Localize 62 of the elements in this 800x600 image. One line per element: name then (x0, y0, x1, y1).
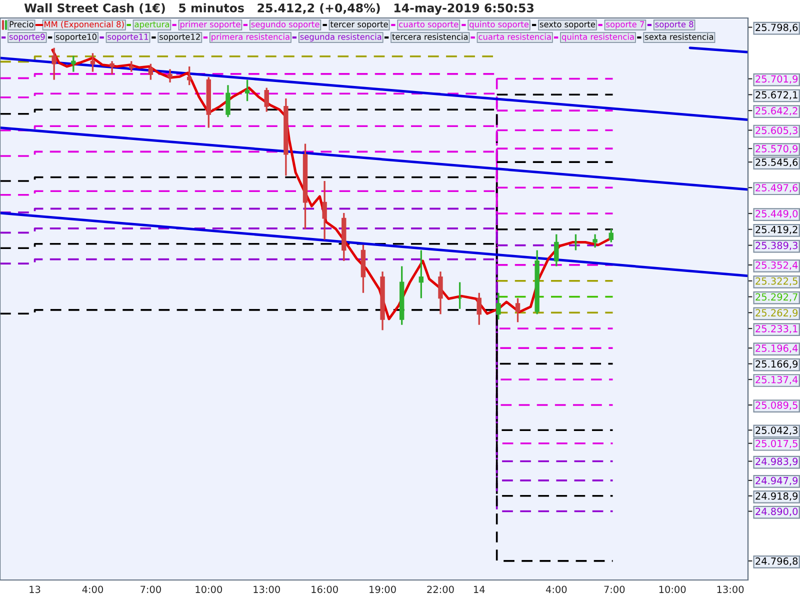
legend-label: soporte 7 (606, 21, 644, 29)
y-tick-label: 25.419,2 (756, 226, 798, 234)
x-tick-label: 4:00 (82, 586, 104, 594)
legend-label: soporte12 (160, 34, 200, 42)
legend-label: quinto soporte (470, 21, 529, 29)
y-tick-label: 25.672,1 (756, 91, 798, 100)
x-tick-label: 19:00 (370, 586, 396, 594)
y-tick-label: 25.233,1 (756, 324, 798, 334)
x-tick-label: 16:00 (312, 586, 338, 594)
y-tick-label: 25.352,4 (756, 261, 798, 270)
legend-label: segundo soporte (251, 21, 320, 29)
y-tick-label: 25.642,2 (756, 107, 798, 116)
y-tick-label: 25.262,9 (756, 309, 798, 318)
legend-label: sexto soporte (540, 22, 596, 29)
legend-label: quinta resistencia (562, 34, 634, 42)
y-tick-label: 25.166,9 (756, 360, 798, 369)
x-tick-label: 14 (474, 586, 485, 593)
y-tick-label: 25.449,0 (756, 210, 798, 218)
y-tick-label: 25.322,5 (756, 277, 798, 286)
x-tick-label: 10:00 (196, 586, 222, 594)
legend-label: segunda resistencia (300, 34, 382, 42)
y-tick-label: 25.042,3 (756, 426, 798, 435)
legend-label: MM (Exponencial 8) (44, 21, 124, 29)
y-tick-label: 24.947,9 (756, 476, 798, 486)
y-tick-label: 25.089,5 (756, 401, 798, 410)
legend-label: soporte11 (108, 34, 148, 42)
legend-label: primera resistencia (212, 34, 290, 42)
legend-label: apertura (134, 22, 169, 29)
y-tick-label: 25.798,6 (756, 24, 798, 32)
y-tick-label: 25.389,3 (756, 242, 798, 250)
legend-label: tercer soporte (330, 22, 388, 29)
y-tick-label: 25.605,3 (756, 126, 798, 136)
x-tick-label: 13:00 (717, 586, 744, 594)
y-tick-label: 25.570,9 (756, 145, 798, 154)
legend-label: soporte 8 (655, 21, 694, 29)
legend-label: soporte10 (56, 34, 97, 42)
x-tick-label: 13 (30, 586, 40, 594)
y-tick-label: 25.545,6 (756, 158, 798, 167)
y-tick-label: 24.983,9 (756, 458, 798, 466)
x-tick-label: 10:00 (659, 586, 686, 594)
y-tick-label: 24.918,9 (756, 492, 798, 501)
y-tick-label: 25.497,6 (756, 184, 798, 192)
y-tick-label: 24.890,0 (756, 508, 798, 516)
x-tick-label: 4:00 (546, 586, 567, 594)
y-tick-label: 25.701,9 (756, 75, 798, 84)
x-tick-label: 7:00 (140, 586, 161, 594)
chart-title: Wall Street Cash (1€) 5 minutos 25.412,2 (+0,48%) 14-may-2019 6:50:53 (24, 3, 534, 15)
legend-label: tercera resistencia (392, 34, 468, 40)
legend-label: cuarto soporte (399, 22, 458, 29)
y-tick-label: 25.017,5 (756, 440, 798, 448)
y-tick-label: 25.196,4 (756, 344, 798, 353)
y-tick-label: 25.137,4 (756, 376, 798, 384)
x-tick-label: 7:00 (604, 586, 625, 594)
y-tick-label: 24.796,8 (756, 557, 798, 566)
legend-label: primer soporte (180, 21, 240, 29)
legend-label: cuarta resistencia (478, 34, 551, 40)
legend-label: soporte9 (9, 34, 45, 42)
x-tick-label: 22:00 (427, 586, 454, 594)
legend-label: sexta resistencia (645, 34, 714, 40)
y-tick-label: 25.292,7 (756, 293, 798, 302)
x-tick-label: 13:00 (254, 586, 280, 594)
legend-label: Precio (10, 21, 34, 28)
